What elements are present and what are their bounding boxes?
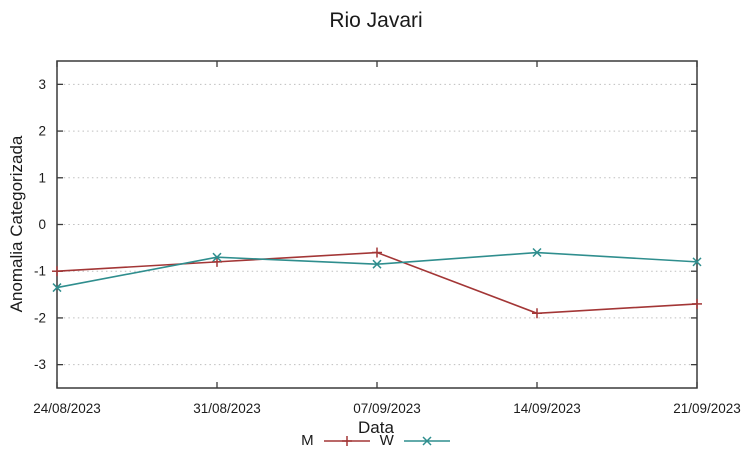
- gridlines: [59, 83, 695, 366]
- y-tick-label: 1: [38, 170, 46, 185]
- series-line-M: [56, 251, 698, 315]
- chart-title: Rio Javari: [329, 9, 423, 32]
- y-tick-label: -1: [34, 264, 46, 279]
- cross-marker-icon: [52, 283, 62, 293]
- chart-legend: M W: [0, 432, 752, 449]
- x-tick-label: 21/09/2023: [673, 401, 741, 416]
- legend-swatch-m-icon: [323, 435, 370, 446]
- legend-label-w: W: [379, 432, 394, 449]
- cross-marker-icon: [692, 257, 702, 267]
- x-tick-label: 07/09/2023: [353, 401, 421, 416]
- y-tick-label: 2: [38, 124, 46, 139]
- series-line-W: [56, 251, 698, 289]
- plot-border: [56, 60, 698, 389]
- series-M: [52, 247, 702, 319]
- x-axis-label: Data: [358, 418, 394, 437]
- x-tick-label: 31/08/2023: [193, 401, 261, 416]
- legend-label-m: M: [301, 432, 314, 449]
- series-W: [52, 247, 702, 293]
- legend-swatch-w-icon: [403, 435, 450, 446]
- cross-marker-icon: [532, 247, 542, 258]
- y-tick-label: 0: [38, 217, 46, 232]
- y-tick-label: -3: [34, 357, 46, 372]
- x-tick-labels: 24/08/2023 31/08/2023 07/09/2023 14/09/2023…: [33, 401, 741, 416]
- x-tick-label: 14/09/2023: [513, 401, 581, 416]
- cross-marker-icon: [212, 252, 222, 262]
- y-tick-labels: -3 -2 -1 0 1 2 3: [34, 77, 46, 372]
- y-tick-label: -2: [34, 310, 46, 325]
- y-tick-label: 3: [38, 77, 46, 92]
- x-tick-label: 24/08/2023: [33, 401, 101, 416]
- cross-marker-icon: [372, 259, 382, 269]
- cross-marker-icon: [422, 435, 432, 446]
